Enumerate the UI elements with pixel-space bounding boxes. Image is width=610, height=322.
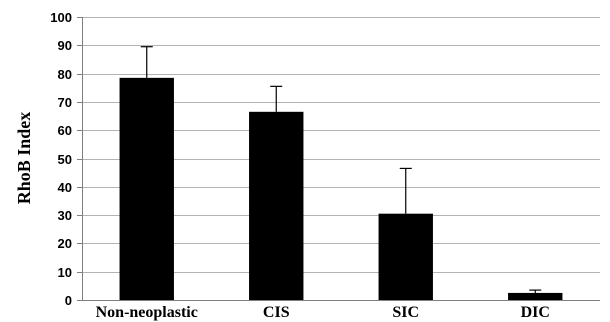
y-tick-label-0: 0 <box>65 293 72 308</box>
bar-dic <box>508 292 563 300</box>
error-bars <box>140 46 542 293</box>
y-tick-label-40: 40 <box>58 180 72 195</box>
y-tick-label-90: 90 <box>58 38 72 53</box>
y-tick-label-30: 30 <box>58 208 72 223</box>
x-tick-labels: Non-neoplastic CIS SIC DIC <box>96 304 550 321</box>
axes <box>77 17 600 301</box>
y-tick-label-70: 70 <box>58 95 72 110</box>
y-tick-label-60: 60 <box>58 123 72 138</box>
x-tick-label-0: Non-neoplastic <box>96 304 198 321</box>
bar-sic <box>378 213 433 300</box>
y-tick-label-10: 10 <box>58 265 72 280</box>
y-tick-label-20: 20 <box>58 236 72 251</box>
x-tick-label-2: SIC <box>392 304 419 321</box>
y-tick-label-100: 100 <box>50 10 72 25</box>
bars <box>119 77 563 301</box>
bar-non-neoplastic <box>119 77 174 300</box>
bar-cis <box>249 111 304 301</box>
x-tick-label-1: CIS <box>263 304 290 321</box>
y-tick-label-50: 50 <box>58 152 72 167</box>
y-tick-label-80: 80 <box>58 67 72 82</box>
x-tick-label-3: DIC <box>521 304 550 321</box>
y-axis-title: RhoB Index <box>14 112 34 205</box>
y-tick-labels: 0 10 20 30 40 50 60 70 80 90 100 <box>50 10 72 308</box>
